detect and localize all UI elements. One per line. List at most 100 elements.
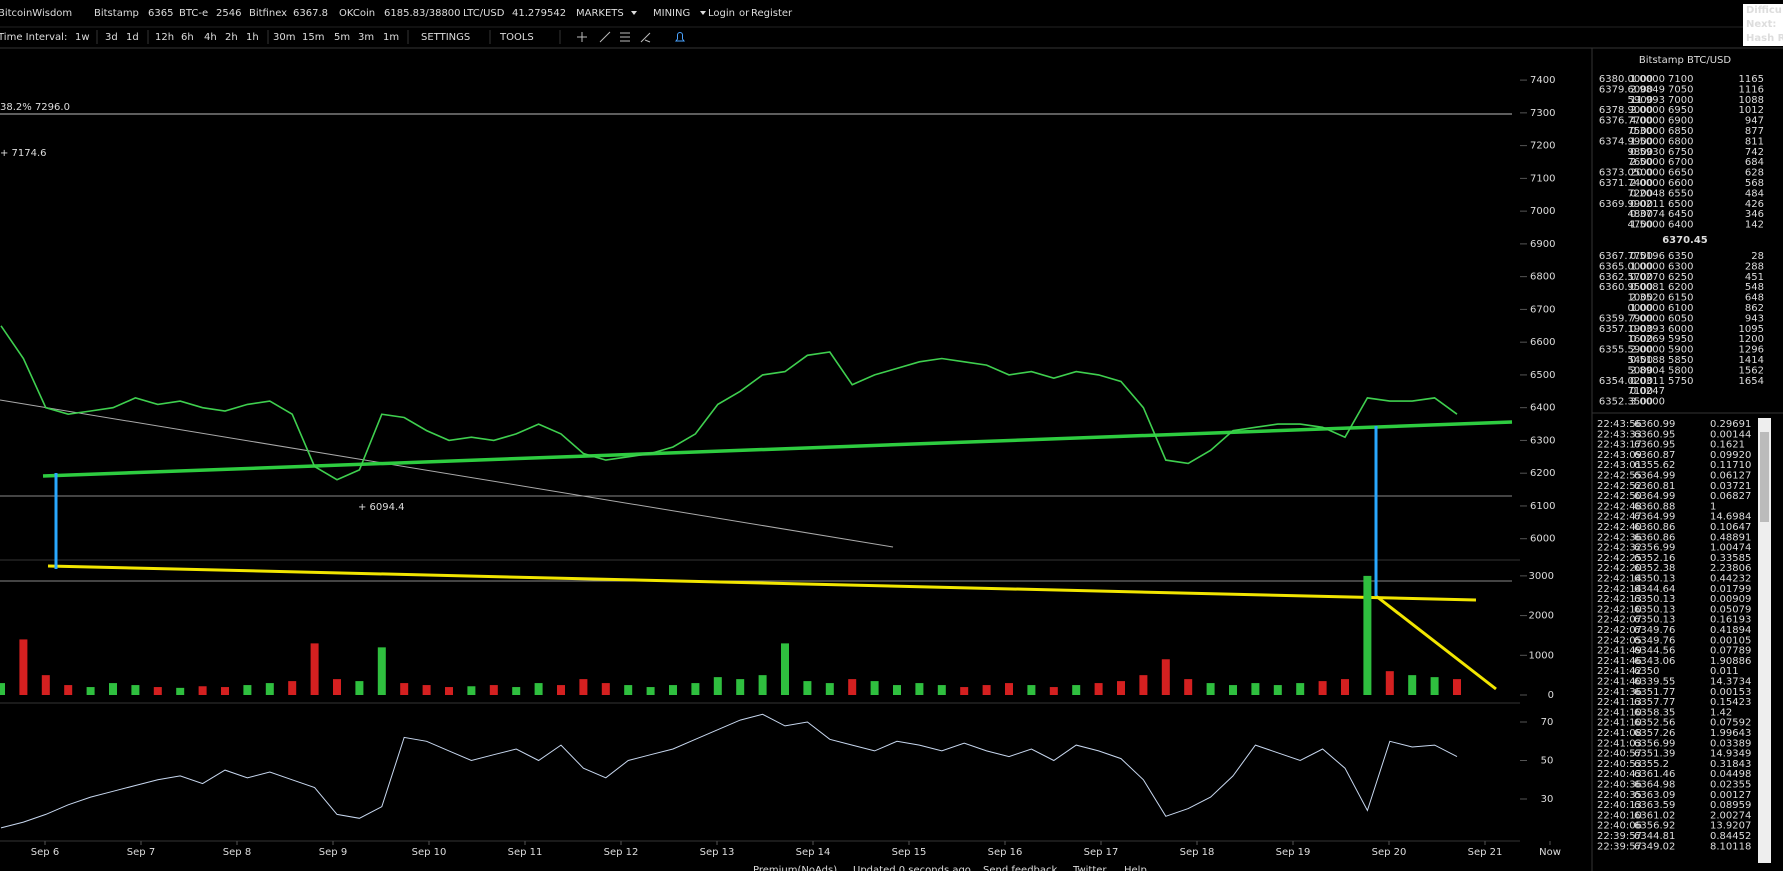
depth-total: 1116 — [1739, 84, 1764, 95]
settings-menu[interactable]: SETTINGS — [421, 32, 470, 43]
depth-price: 6750 — [1668, 147, 1693, 158]
trade-amount: 1.90886 — [1710, 656, 1751, 667]
scrollbar[interactable] — [1758, 418, 1771, 863]
trade-price: 6351.39 — [1634, 749, 1675, 760]
interval[interactable]: 4h — [204, 32, 217, 43]
volume-bar — [1161, 659, 1170, 695]
depth-total: 1200 — [1739, 334, 1764, 345]
depth-price: 5850 — [1668, 355, 1693, 366]
book-amount: 2.0000 — [1630, 105, 1665, 116]
exchange-name[interactable]: Bitfinex — [249, 8, 287, 19]
interval[interactable]: 30m — [273, 32, 295, 43]
interval[interactable]: 2h — [225, 32, 238, 43]
trade-amount: 0.16193 — [1710, 615, 1751, 626]
volume-bar — [982, 685, 991, 695]
book-price: 7500 — [1628, 126, 1653, 137]
volume-bar — [1318, 681, 1327, 695]
tool-icon[interactable] — [620, 32, 630, 42]
interval[interactable]: 15m — [302, 32, 324, 43]
interval[interactable]: 1d — [126, 32, 139, 43]
trade-amount: 2.23806 — [1710, 563, 1751, 574]
trade-time: 22:41:42 — [1597, 666, 1642, 677]
volume-bar — [1430, 677, 1439, 695]
interval[interactable]: 3d — [105, 32, 118, 43]
tools-menu[interactable]: TOOLS — [499, 32, 534, 43]
volume-bar — [265, 683, 274, 695]
volume-bar — [467, 686, 476, 695]
book-amount: 0.0247 — [1630, 386, 1665, 397]
volume-bar — [41, 675, 50, 695]
interval[interactable]: 3m — [358, 32, 374, 43]
volume-bar — [1139, 675, 1148, 695]
tool-icon[interactable] — [599, 31, 611, 43]
depth-price: 7000 — [1668, 95, 1693, 106]
menu[interactable]: MARKETS — [576, 8, 624, 19]
exchange-name[interactable]: OKCoin — [339, 8, 375, 19]
depth-total: 943 — [1745, 313, 1764, 324]
interval[interactable]: 1w — [75, 32, 90, 43]
exchange-name[interactable]: Bitstamp — [94, 8, 139, 19]
volume-bar — [1094, 683, 1103, 695]
volume-bar — [1072, 685, 1081, 695]
book-amount: 0.5188 — [1630, 355, 1665, 366]
exchange-name[interactable]: LTC/USD — [463, 8, 505, 19]
book-price: 6380.0000 — [1599, 74, 1653, 85]
volume-bar — [557, 685, 565, 695]
footer-link[interactable]: Help — [1124, 865, 1147, 871]
footer-link[interactable]: Premium(NoAds) — [753, 865, 837, 871]
volume-bar — [512, 687, 521, 695]
volume-bar — [176, 687, 185, 695]
trade-time: 22:41:40 — [1597, 677, 1642, 688]
login[interactable]: Login — [708, 8, 735, 19]
interval[interactable]: 6h — [181, 32, 194, 43]
depth-price: 5750 — [1668, 376, 1693, 387]
trade-amount: 1.99643 — [1710, 728, 1751, 739]
trade-price: 6357.26 — [1634, 728, 1675, 739]
exchange-name[interactable]: BTC-e — [179, 8, 208, 19]
alert-icon[interactable] — [675, 32, 685, 42]
interval[interactable]: 1h — [246, 32, 259, 43]
trade-time: 22:40:10 — [1597, 810, 1642, 821]
exchange-price: 6185.83/38800 — [384, 8, 461, 19]
trade-time: 22:42:25 — [1597, 553, 1642, 564]
scrollbar-thumb[interactable] — [1760, 432, 1769, 522]
trade-price: 6360.81 — [1634, 481, 1675, 492]
footer-link[interactable]: Send feedback — [983, 865, 1058, 871]
book-price: 0000 — [1628, 303, 1653, 314]
trade-amount: 0.09920 — [1710, 450, 1751, 461]
volume-bar — [221, 687, 229, 695]
trade-amount: 14.3734 — [1710, 677, 1751, 688]
volume-bar — [1408, 675, 1417, 695]
register[interactable]: Register — [751, 8, 793, 19]
logo[interactable]: BitcoinWisdom — [0, 8, 72, 19]
book-price: 6379.6000 — [1599, 84, 1653, 95]
depth-price: 6250 — [1668, 272, 1693, 283]
menu[interactable]: MINING — [653, 8, 690, 19]
volume-bar — [1206, 683, 1215, 695]
trade-amount: 0.01799 — [1710, 584, 1751, 595]
volume-bar — [333, 679, 341, 695]
trade-price: 6361.46 — [1634, 769, 1675, 780]
trade-price: 6343.06 — [1634, 656, 1675, 667]
y-tick-label: 7000 — [1530, 206, 1555, 217]
book-amount: 0.0269 — [1630, 334, 1665, 345]
interval[interactable]: 5m — [334, 32, 350, 43]
volume-bar — [601, 683, 610, 695]
volume-bar — [0, 683, 5, 695]
tool-icon[interactable] — [640, 32, 651, 43]
tool-icon[interactable] — [577, 32, 587, 42]
trade-time: 22:40:36 — [1597, 780, 1642, 791]
depth-total: 1562 — [1739, 365, 1764, 376]
x-tick-label: Sep 8 — [223, 847, 251, 858]
footer-link[interactable]: Twitter — [1072, 865, 1107, 871]
depth-price: 7050 — [1668, 84, 1693, 95]
interval[interactable]: 1m — [383, 32, 399, 43]
y-tick-label: 6100 — [1530, 501, 1555, 512]
volume-bar — [1273, 685, 1282, 695]
trade-price: 6358.35 — [1634, 707, 1675, 718]
book-amount: 1.5000 — [1630, 136, 1665, 147]
book-price: 7200 — [1628, 188, 1653, 199]
interval[interactable]: 12h — [155, 32, 174, 43]
trade-price: 6352.38 — [1634, 563, 1675, 574]
book-price: 9800 — [1628, 147, 1653, 158]
